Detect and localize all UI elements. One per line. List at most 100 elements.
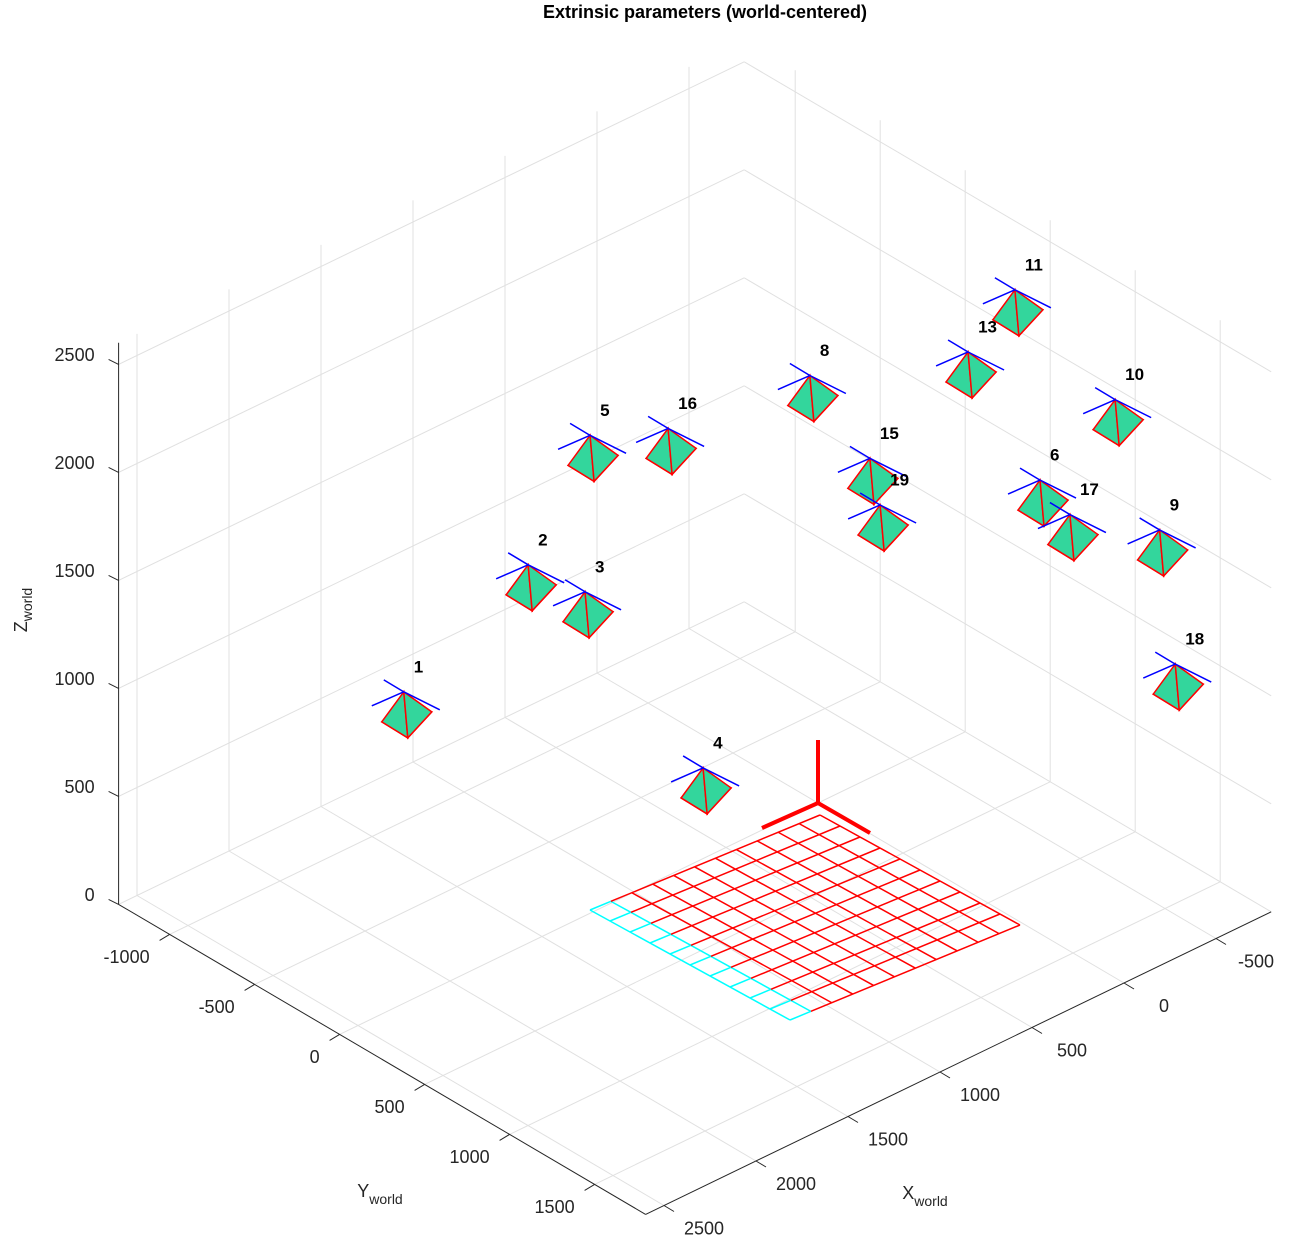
tick-mark: [663, 1205, 675, 1212]
camera-axis: [584, 591, 622, 611]
camera-label: 1: [414, 657, 423, 676]
y-label-sub: world: [368, 1191, 402, 1207]
camera-label: 5: [600, 401, 609, 420]
camera-axis: [589, 434, 627, 455]
grid-line: [743, 61, 1272, 373]
x-label: X: [902, 1183, 914, 1203]
tick-mark: [1215, 938, 1227, 945]
board-line: [790, 913, 1001, 1002]
z-axis-label: Zworld: [11, 588, 35, 632]
y-tick-label: 1000: [450, 1147, 490, 1167]
y-label: Y: [357, 1181, 369, 1201]
camera-axis: [682, 755, 704, 769]
grid-line: [228, 850, 757, 1162]
y-axis-label: Yworld: [357, 1181, 402, 1207]
board-line: [610, 814, 821, 903]
grid-line: [118, 601, 745, 905]
grid-line: [743, 601, 1272, 913]
camera-face: [967, 350, 998, 400]
x-tick-label: 500: [1057, 1040, 1087, 1060]
chart-title: Extrinsic parameters (world-centered): [543, 2, 867, 22]
grid-line: [743, 385, 1272, 697]
tick-mark: [108, 682, 119, 689]
tick-mark: [159, 933, 170, 941]
camera-axis: [1139, 517, 1161, 531]
world-axis: [817, 801, 871, 835]
tick-mark: [1123, 982, 1135, 990]
camera-axis: [1037, 513, 1071, 530]
tick-mark: [108, 790, 119, 797]
x-tick-label: 2000: [776, 1174, 816, 1194]
camera-axis: [647, 415, 669, 430]
board-line: [749, 988, 772, 999]
camera-axis: [371, 691, 405, 707]
camera-axis: [557, 434, 591, 451]
camera: [552, 579, 622, 640]
camera-face: [1114, 398, 1145, 448]
camera-face: [589, 433, 620, 484]
tick-mark: [755, 1160, 767, 1168]
board-line: [789, 1010, 812, 1021]
camera-axis: [947, 339, 969, 353]
camera-axis: [1019, 467, 1041, 481]
camera-axis: [837, 457, 871, 474]
camera: [1007, 467, 1077, 528]
tick-mark: [108, 358, 119, 365]
camera-face: [1158, 528, 1189, 578]
board-line: [669, 944, 692, 955]
camera-face: [1039, 478, 1070, 528]
camera-axis: [789, 362, 811, 377]
board-line: [670, 847, 881, 936]
grid-line: [118, 385, 745, 689]
camera-axis: [564, 579, 586, 593]
camera-axis: [879, 504, 917, 524]
grid-line: [136, 895, 665, 1206]
camera: [777, 362, 847, 424]
board-line: [810, 924, 1021, 1013]
camera-axis: [1154, 651, 1176, 665]
camera-axis: [383, 679, 405, 693]
grid-line: [118, 493, 745, 797]
tick-mark: [108, 898, 119, 905]
y-tick-label: 500: [375, 1097, 405, 1117]
camera-axis: [527, 564, 565, 584]
x-label-sub: world: [913, 1193, 947, 1209]
camera-axis: [967, 351, 1005, 371]
camera-axis: [1082, 398, 1116, 415]
camera-face: [667, 426, 698, 477]
z-tick-label: 1000: [55, 669, 95, 689]
board-line: [609, 911, 632, 922]
camera: [1142, 651, 1212, 712]
x-tick-label: 2500: [684, 1218, 724, 1238]
camera: [1082, 386, 1152, 448]
tick-mark: [108, 574, 119, 581]
grid-line: [424, 781, 1051, 1085]
board-line: [629, 922, 652, 933]
camera-label: 4: [713, 733, 723, 752]
board-line: [689, 955, 712, 966]
board-line: [650, 836, 861, 925]
camera: [837, 445, 907, 507]
grid-line: [504, 717, 1033, 1028]
camera-axis: [1174, 663, 1212, 683]
camera-axis: [1069, 513, 1107, 534]
camera-axis: [869, 457, 907, 478]
board-line: [630, 825, 841, 914]
tick-mark: [939, 1071, 951, 1079]
board-line: [709, 966, 732, 977]
camera: [1037, 501, 1107, 563]
z-label-sub: world: [19, 588, 35, 622]
camera-axis: [859, 492, 881, 506]
tick-mark: [499, 1133, 510, 1141]
tick-mark: [414, 1083, 425, 1091]
camera-axis: [1094, 386, 1116, 401]
camera-axis: [1159, 529, 1196, 549]
camera-axis: [635, 427, 669, 444]
camera: [635, 415, 705, 477]
camera-label: 2: [538, 530, 547, 549]
camera-axis: [1007, 479, 1041, 495]
tick-mark: [584, 1183, 595, 1191]
camera-label: 3: [595, 557, 604, 576]
x-tick-label: 0: [1159, 996, 1169, 1016]
